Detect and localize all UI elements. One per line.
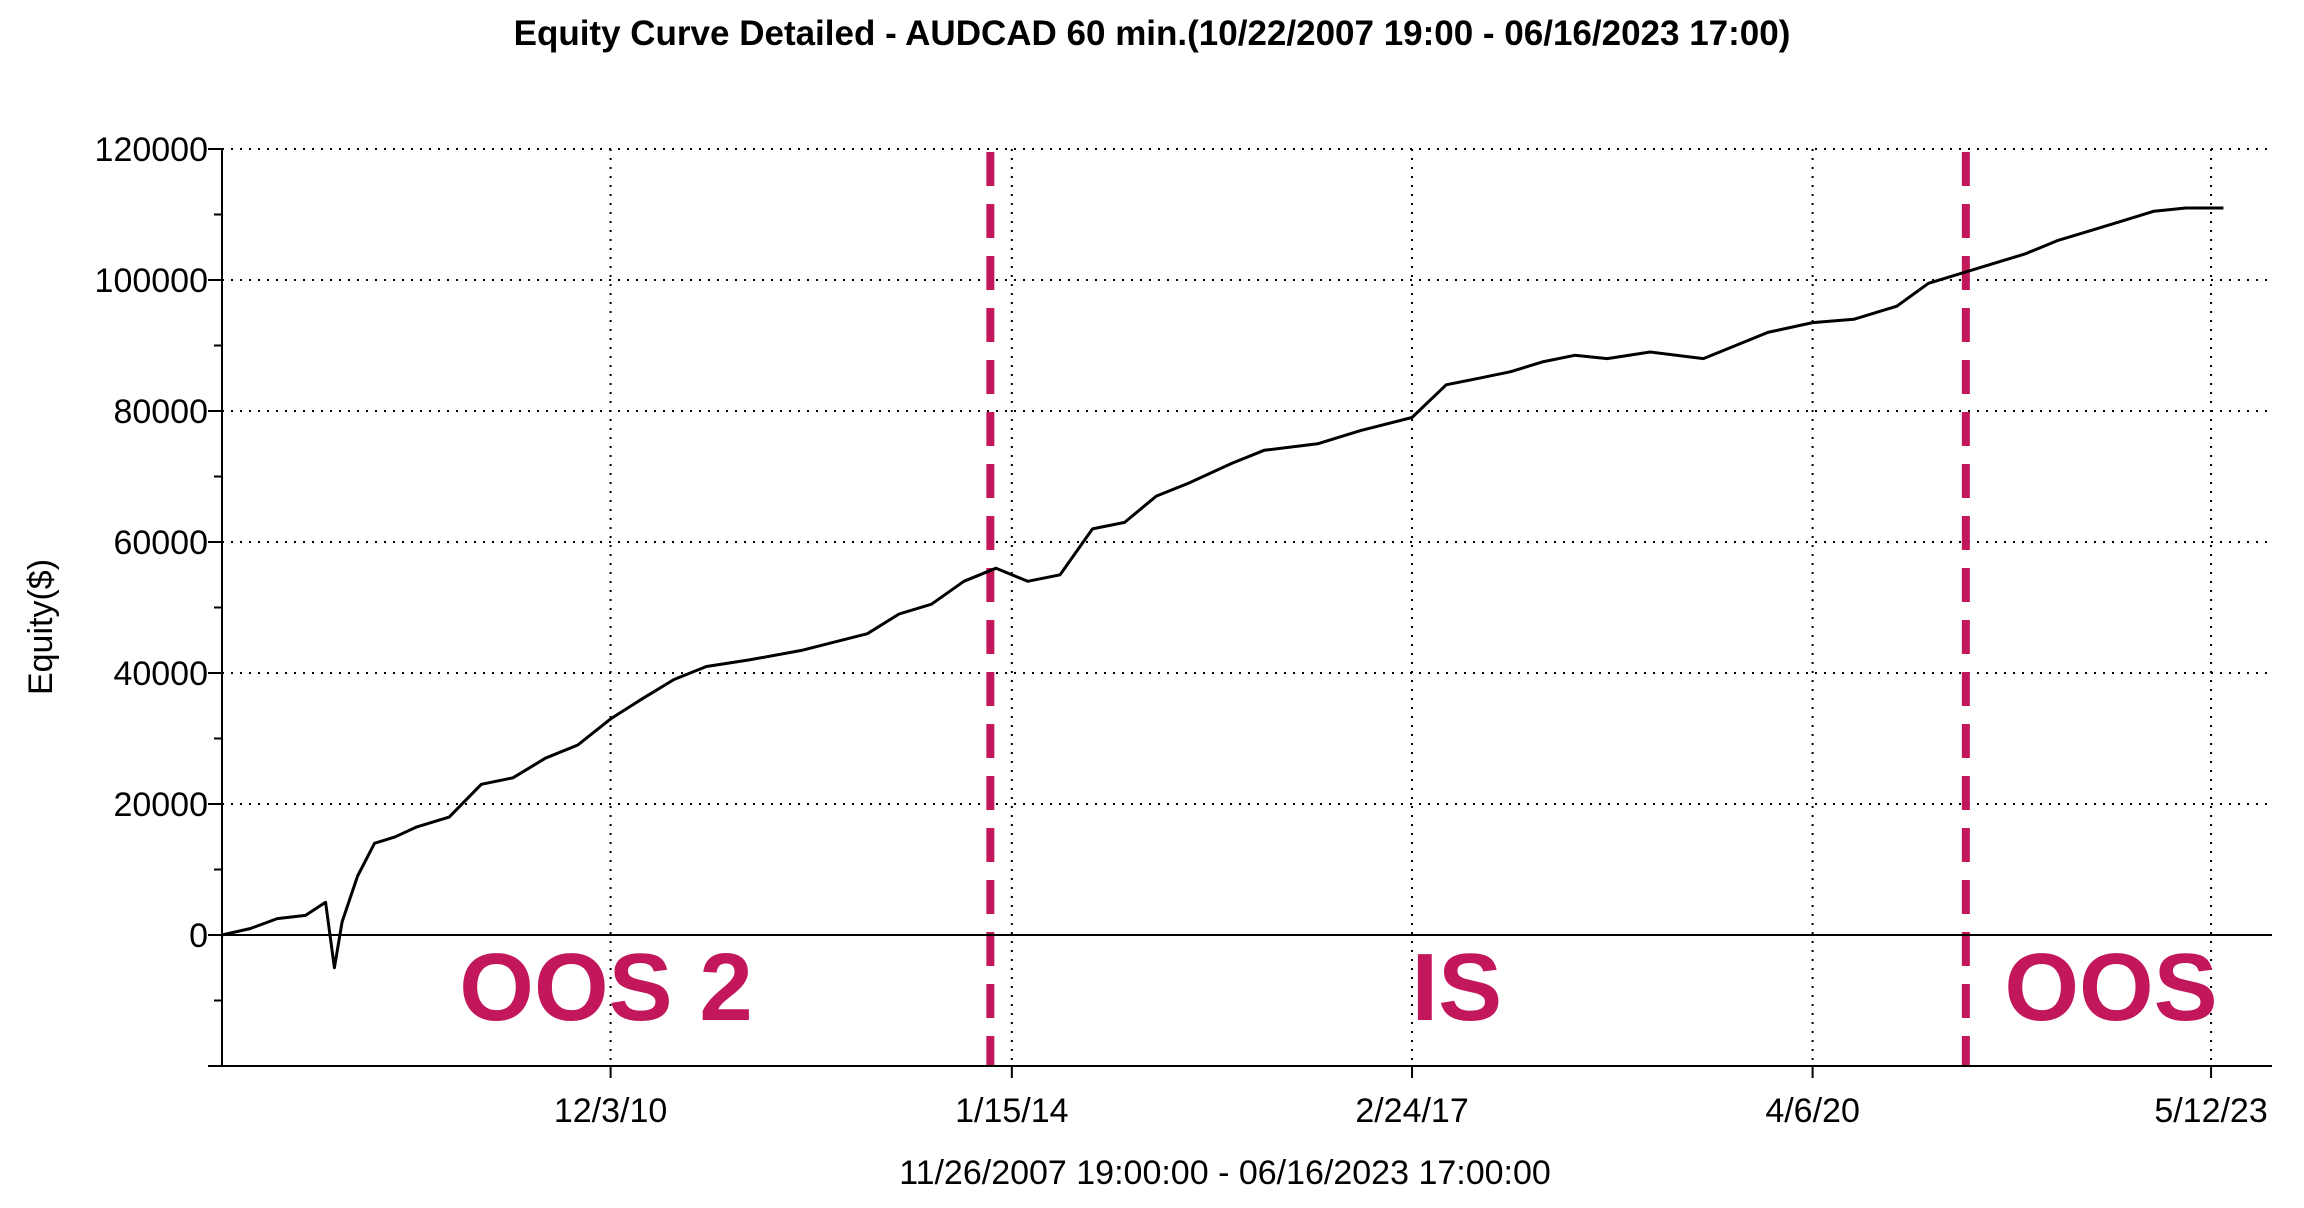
y-tick-label: 60000 xyxy=(113,524,208,562)
x-tick-label: 2/24/17 xyxy=(1355,1092,1468,1130)
zone-labels: OOS 2 IS OOS xyxy=(459,934,2217,1041)
y-axis-label: Equity($) xyxy=(22,559,60,695)
y-tick-labels: 0 20000 40000 60000 80000 100000 120000 xyxy=(95,131,208,955)
y-tick-label: 100000 xyxy=(95,262,208,300)
zone-label: IS xyxy=(1411,934,1502,1041)
axes xyxy=(208,148,2272,1078)
y-tick-label: 20000 xyxy=(113,786,208,824)
y-tick-label: 120000 xyxy=(95,131,208,169)
x-axis-label: 11/26/2007 19:00:00 - 06/16/2023 17:00:0… xyxy=(899,1154,1551,1192)
equity-series-line xyxy=(221,206,2224,970)
y-tick-label: 40000 xyxy=(113,655,208,693)
chart-title: Equity Curve Detailed - AUDCAD 60 min.(1… xyxy=(514,14,1791,53)
split-markers xyxy=(986,152,1970,1066)
x-tick-label: 5/12/23 xyxy=(2154,1092,2267,1130)
x-tick-label: 1/15/14 xyxy=(955,1092,1068,1130)
x-tick-label: 4/6/20 xyxy=(1765,1092,1860,1130)
x-tick-label: 12/3/10 xyxy=(554,1092,667,1130)
x-tick-labels: 12/3/10 1/15/14 2/24/17 4/6/20 5/12/23 xyxy=(554,1092,2268,1130)
y-tick-label: 80000 xyxy=(113,393,208,431)
zone-label: OOS 2 xyxy=(459,934,752,1041)
y-tick-label: 0 xyxy=(189,917,208,955)
zone-label: OOS xyxy=(2004,934,2217,1041)
